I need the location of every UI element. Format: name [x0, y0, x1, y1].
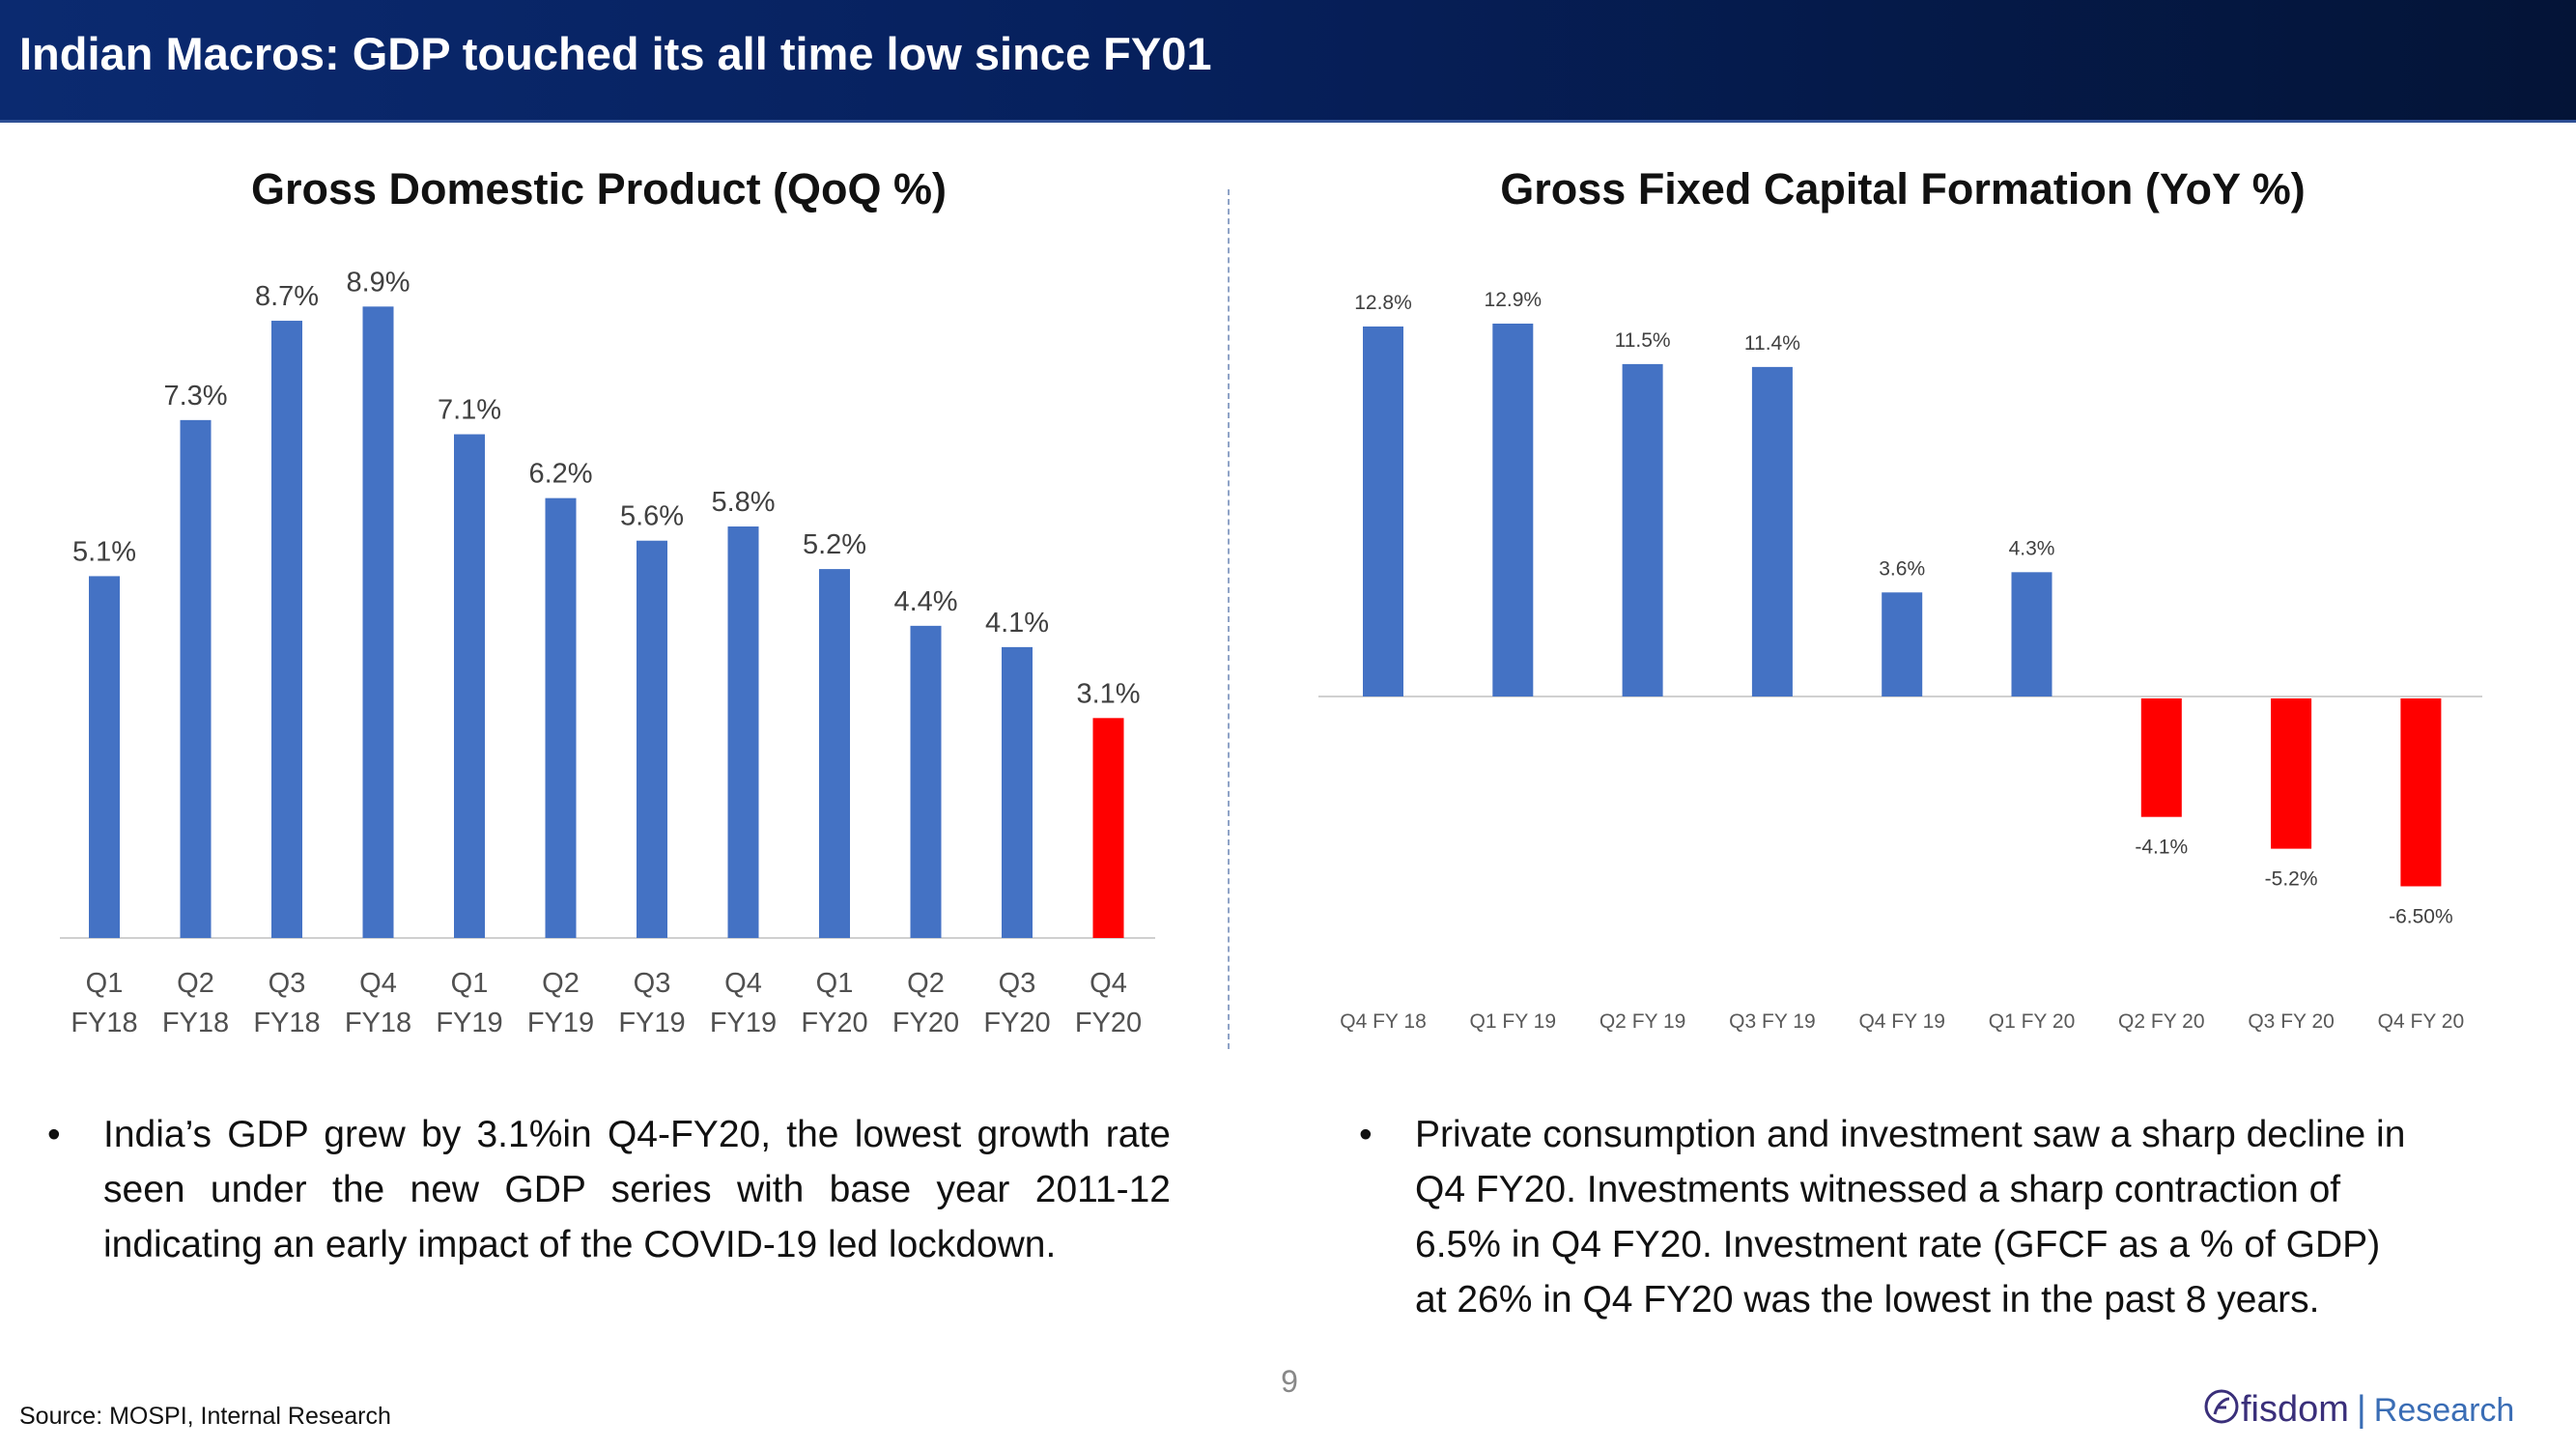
gdp-bar: [1092, 718, 1124, 938]
gdp-data-label: 5.8%: [711, 487, 775, 518]
gdp-tick-label-quarter: Q4: [1090, 968, 1127, 999]
gfcf-chart-title: Gross Fixed Capital Formation (YoY %): [1500, 164, 2306, 213]
gdp-chart-title: Gross Domestic Product (QoQ %): [250, 164, 948, 213]
chart-divider: [1228, 189, 1230, 1049]
gdp-data-label: 5.6%: [620, 501, 684, 532]
gfcf-bar: [2011, 572, 2052, 696]
gfcf-tick-label: Q4 FY 20: [2378, 1010, 2465, 1033]
gdp-tick-label-year: FY20: [801, 1008, 867, 1038]
gdp-tick-label-year: FY19: [527, 1008, 594, 1038]
gfcf-tick-label: Q1 FY 20: [1989, 1010, 2076, 1033]
gfcf-bar: [2400, 698, 2442, 887]
gdp-bar: [1002, 646, 1033, 938]
gdp-tick-label-quarter: Q1: [86, 968, 124, 999]
gfcf-tick-label: Q1 FY 19: [1470, 1010, 1557, 1033]
gfcf-commentary-text: Private consumption and investment saw a…: [1415, 1114, 2406, 1321]
gfcf-data-label: -6.50%: [2389, 905, 2453, 927]
gfcf-data-label: 4.3%: [2009, 537, 2055, 559]
gdp-bar: [89, 576, 120, 938]
bullet-dot: •: [1359, 1114, 1373, 1155]
gdp-commentary: • India’s GDP grew by 3.1%in Q4-FY20, th…: [47, 1107, 1171, 1272]
brand-name: fisdom: [2241, 1389, 2349, 1431]
gfcf-bar: [1622, 363, 1663, 696]
gfcf-data-label: 11.4%: [1744, 332, 1800, 355]
brand-separator: |: [2356, 1389, 2366, 1431]
gdp-tick-label-year: FY19: [618, 1008, 685, 1038]
source-note: Source: MOSPI, Internal Research: [19, 1403, 391, 1430]
gfcf-data-label: 12.8%: [1354, 292, 1412, 314]
gfcf-chart: 12.8% Q4 FY 18 12.9% Q1 FY 19 11.5% Q2 FY 19 1…: [1318, 289, 2482, 1033]
gdp-tick-label-quarter: Q2: [177, 968, 214, 999]
gdp-tick-label-quarter: Q4: [724, 968, 762, 999]
gdp-tick-label-year: FY18: [253, 1008, 320, 1038]
gdp-data-label: 4.4%: [893, 586, 957, 617]
gdp-tick-label-quarter: Q1: [451, 968, 489, 999]
gdp-tick-label-year: FY18: [71, 1008, 137, 1038]
gdp-chart: 5.1% Q1 FY18 7.3% Q2 FY18 8.7% Q3 FY18 8.9% Q4 FY18…: [60, 267, 1155, 1038]
gfcf-tick-label: Q2 FY 20: [2118, 1010, 2205, 1033]
gdp-tick-label-quarter: Q3: [269, 968, 306, 999]
fisdom-logo-icon: [2202, 1387, 2241, 1435]
charts-canvas: 5.1% Q1 FY18 7.3% Q2 FY18 8.7% Q3 FY18 8.9% Q4 FY18…: [60, 267, 2482, 1038]
brand-logo: fisdom | Research: [2202, 1387, 2514, 1435]
gdp-commentary-text: India’s GDP grew by 3.1%in Q4-FY20, the …: [103, 1114, 1171, 1265]
gdp-tick-label-quarter: Q3: [999, 968, 1036, 999]
gfcf-tick-label: Q2 FY 19: [1599, 1010, 1686, 1033]
gdp-bar: [637, 540, 667, 938]
gdp-bar: [271, 321, 302, 938]
gdp-data-label: 7.1%: [438, 395, 501, 426]
gdp-tick-label-year: FY18: [345, 1008, 411, 1038]
gdp-tick-label-year: FY20: [1075, 1008, 1142, 1038]
gfcf-data-label: 12.9%: [1485, 289, 1543, 311]
gdp-tick-label-year: FY19: [436, 1008, 502, 1038]
gdp-tick-label-year: FY20: [892, 1008, 959, 1038]
gdp-tick-label-quarter: Q3: [634, 968, 671, 999]
gfcf-tick-label: Q3 FY 20: [2248, 1010, 2335, 1033]
gdp-data-label: 8.7%: [255, 281, 319, 312]
gdp-data-label: 5.2%: [803, 529, 866, 560]
gdp-bar: [727, 526, 759, 938]
gfcf-tick-label: Q4 FY 19: [1858, 1010, 1945, 1033]
gdp-bar: [362, 306, 394, 938]
gfcf-bar: [1751, 366, 1793, 696]
page-number: 9: [1281, 1364, 1298, 1399]
gfcf-bar: [1492, 324, 1534, 696]
gfcf-data-label: 3.6%: [1879, 557, 1925, 580]
gfcf-tick-label: Q3 FY 19: [1729, 1010, 1816, 1033]
gfcf-data-label: 11.5%: [1615, 329, 1671, 352]
gfcf-bar: [2271, 698, 2312, 849]
gfcf-bar: [2140, 698, 2182, 817]
gdp-tick-label-quarter: Q2: [907, 968, 945, 999]
gdp-bar: [545, 497, 577, 938]
gdp-bar: [910, 625, 942, 938]
gdp-tick-label-year: FY19: [710, 1008, 777, 1038]
gfcf-bar: [1882, 592, 1923, 696]
gfcf-data-label: -4.1%: [2135, 837, 2188, 859]
gdp-data-label: 4.1%: [985, 608, 1049, 639]
gdp-bar: [454, 434, 485, 938]
title-bar: Indian Macros: GDP touched its all time …: [0, 0, 2576, 123]
gdp-data-label: 8.9%: [346, 267, 410, 298]
gdp-data-label: 6.2%: [528, 459, 592, 490]
gfcf-commentary: • Private consumption and investment saw…: [1359, 1107, 2420, 1327]
gdp-bar: [180, 419, 212, 938]
slide-title: Indian Macros: GDP touched its all time …: [19, 28, 1212, 79]
brand-suffix: Research: [2373, 1392, 2515, 1430]
gdp-bar: [819, 569, 850, 938]
gdp-data-label: 3.1%: [1076, 678, 1140, 709]
bullet-dot: •: [47, 1114, 61, 1155]
gdp-tick-label-quarter: Q1: [816, 968, 854, 999]
gdp-tick-label-year: FY18: [162, 1008, 229, 1038]
gdp-tick-label-quarter: Q2: [542, 968, 580, 999]
gdp-tick-label-quarter: Q4: [359, 968, 397, 999]
gdp-data-label: 5.1%: [72, 536, 136, 567]
gfcf-bar: [1363, 326, 1403, 696]
gdp-data-label: 7.3%: [163, 381, 227, 412]
gdp-tick-label-year: FY20: [983, 1008, 1050, 1038]
gfcf-data-label: -5.2%: [2265, 868, 2318, 891]
gfcf-tick-label: Q4 FY 18: [1340, 1010, 1427, 1033]
